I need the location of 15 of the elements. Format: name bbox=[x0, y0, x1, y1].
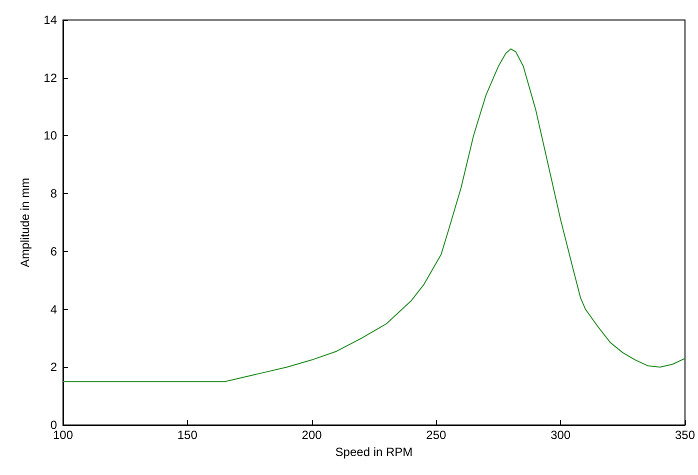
y-tick-label: 8 bbox=[50, 186, 58, 201]
y-axis-title: Amplitude in mm bbox=[18, 178, 32, 268]
x-tick-label: 350 bbox=[674, 428, 696, 442]
y-tick-label: 12 bbox=[44, 70, 58, 85]
x-tick-label: 150 bbox=[177, 428, 198, 442]
x-tick-label: 300 bbox=[550, 428, 571, 442]
y-tick-label: 4 bbox=[50, 302, 58, 316]
x-axis-title: Speed in RPM bbox=[335, 444, 413, 459]
x-tick-label: 250 bbox=[426, 428, 447, 442]
y-tick-label: 6 bbox=[50, 244, 58, 258]
y-tick-label: 2 bbox=[50, 360, 58, 374]
x-tick-label: 200 bbox=[302, 428, 322, 442]
y-tick-label: 10 bbox=[44, 128, 58, 143]
line-series bbox=[62, 48, 686, 382]
y-tick-label: 14 bbox=[44, 13, 58, 27]
